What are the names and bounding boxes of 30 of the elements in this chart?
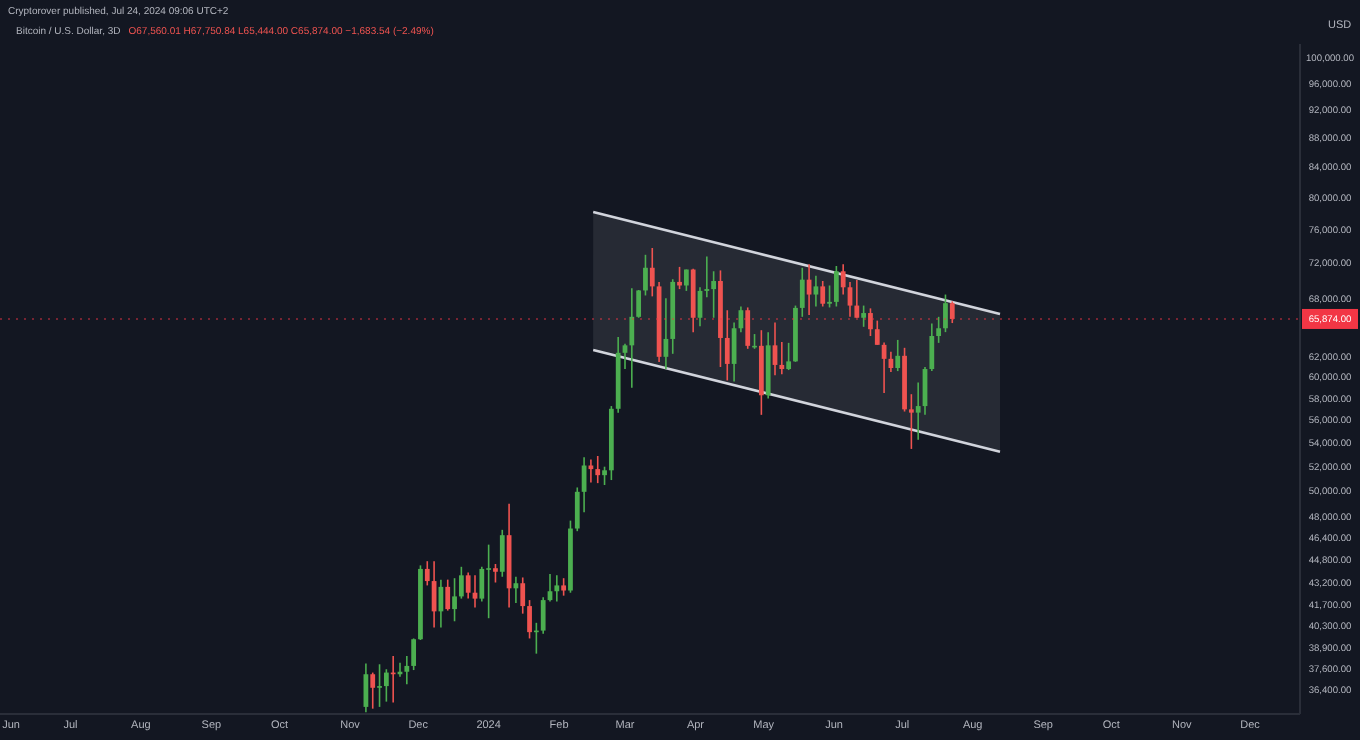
candlestick — [833, 265, 839, 308]
candlestick — [445, 578, 451, 612]
candlestick — [370, 671, 376, 710]
candlestick — [820, 280, 826, 308]
candlestick — [465, 571, 471, 600]
candlestick — [629, 287, 635, 389]
candlestick — [908, 393, 914, 450]
candlestick — [854, 279, 860, 319]
candlestick — [745, 306, 751, 350]
candlestick — [554, 574, 560, 603]
candlestick — [643, 254, 648, 297]
candlestick — [499, 529, 505, 578]
candlestick — [786, 342, 792, 371]
candlestick — [813, 274, 819, 308]
candlestick — [949, 300, 955, 324]
candlestick — [458, 566, 464, 600]
candlestick — [493, 563, 498, 584]
candlestick — [588, 458, 594, 484]
candlestick — [861, 304, 867, 328]
candlestick — [486, 543, 492, 620]
candlestick — [452, 577, 457, 623]
candlestick — [943, 293, 948, 333]
candlestick — [479, 566, 485, 603]
candlestick — [895, 339, 901, 372]
candlestick — [827, 284, 832, 309]
candlestick — [377, 663, 382, 708]
candlestick — [868, 307, 873, 337]
candlestick — [595, 455, 601, 484]
candlestick — [602, 465, 607, 486]
candlestick — [383, 668, 389, 703]
